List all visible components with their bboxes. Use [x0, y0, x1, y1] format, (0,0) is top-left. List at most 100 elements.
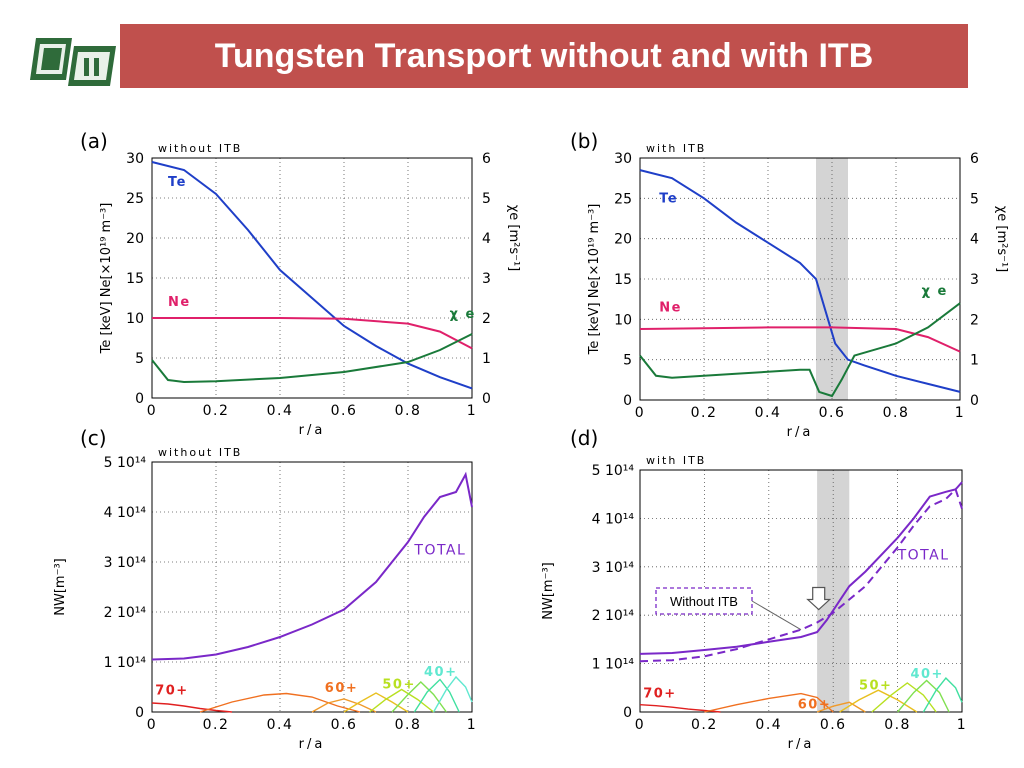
panel-d: (d) with ITB 0 0.2 0.4 0.6 0.8 1 r/a 0 1 10¹⁴ 2 10¹…: [541, 426, 966, 752]
series-50-line: [369, 688, 435, 713]
x-tick-label: 0.8: [395, 403, 422, 419]
x-tick-label: 0.6: [820, 717, 847, 733]
y-tick-label: 10: [614, 312, 632, 328]
y-axis-label-right: χe [m²s⁻¹]: [506, 205, 521, 272]
series-label: TOTAL: [413, 543, 466, 559]
series-50-line: [839, 689, 918, 713]
series-charge-state-line: [871, 682, 937, 713]
plot-frame: [639, 157, 961, 401]
y-tick-label: 4 10¹⁴: [592, 511, 635, 527]
series-60-line: [704, 692, 834, 713]
plot-frame: [639, 469, 963, 713]
y-tick-label-right: 0: [970, 393, 979, 409]
series--e-line: [151, 333, 473, 384]
panel-subtitle: with ITB: [646, 454, 706, 467]
y-tick-label-right: 1: [482, 351, 491, 367]
panel-label: (d): [570, 426, 598, 450]
series-ne-line: [639, 326, 961, 353]
y-tick-label: 5: [135, 351, 144, 367]
y-tick-label-right: 4: [482, 231, 491, 247]
series-te-line: [151, 161, 473, 390]
series-60-line: [199, 692, 361, 713]
x-axis-label: r/a: [299, 737, 326, 752]
series-label: Ne: [168, 295, 191, 310]
y-tick-label: 1 10¹⁴: [104, 655, 147, 671]
y-tick-label: 0: [623, 705, 632, 721]
series-charge-state-line: [311, 698, 377, 713]
y-tick-label-right: 2: [482, 311, 491, 327]
series-total-line: [151, 471, 473, 661]
slide-title: Tungsten Transport without and with ITB: [214, 36, 874, 75]
x-tick-label: 0.4: [267, 403, 294, 419]
panel-subtitle: without ITB: [158, 142, 242, 155]
y-tick-label: 1 10¹⁴: [592, 657, 635, 673]
y-axis-label: NW[m⁻³]: [541, 562, 556, 619]
series-charge-state-line: [816, 701, 866, 713]
annotation-text: Without ITB: [670, 594, 738, 609]
series-label: Te: [168, 175, 187, 190]
y-tick-label-right: 6: [482, 151, 491, 167]
series-70-line: [151, 702, 233, 713]
y-axis-label: Te [keV] Ne[×10¹⁹ m⁻³]: [587, 204, 602, 356]
x-tick-label: 0: [147, 717, 157, 733]
x-tick-label: 0.2: [691, 405, 718, 421]
y-tick-label: 20: [614, 232, 632, 248]
y-tick-label-right: 0: [482, 391, 491, 407]
x-tick-label: 0.4: [755, 717, 782, 733]
y-tick-label-right: 3: [482, 271, 491, 287]
y-tick-label: 0: [135, 705, 144, 721]
y-tick-label: 2 10¹⁴: [592, 608, 635, 624]
x-axis-label: r/a: [299, 423, 326, 438]
y-tick-label: 25: [126, 191, 144, 207]
x-tick-label: 0.8: [883, 405, 910, 421]
x-axis-label: r/a: [788, 737, 815, 752]
logo-graphic: [30, 38, 116, 86]
series-total-line: [639, 481, 963, 655]
y-tick-label: 15: [126, 271, 144, 287]
annotation-box: [655, 587, 753, 615]
x-axis-label: r/a: [787, 425, 814, 440]
series-40-line: [922, 677, 963, 713]
y-tick-label: 15: [614, 272, 632, 288]
y-tick-label: 20: [126, 231, 144, 247]
x-tick-label: 1: [467, 403, 477, 419]
y-tick-label: 3 10¹⁴: [104, 555, 147, 571]
series-label: 60+: [325, 681, 358, 696]
y-tick-label: 5 10¹⁴: [104, 455, 147, 471]
panel-label: (b): [570, 129, 598, 153]
series-ne-line: [152, 317, 473, 350]
x-tick-label: 1: [467, 717, 477, 733]
x-tick-label: 0.6: [331, 403, 358, 419]
y-tick-label-right: 1: [970, 353, 979, 369]
series-label: 50+: [859, 678, 892, 693]
series-40-line: [432, 675, 473, 713]
institution-logo: [28, 28, 118, 92]
series-without-itb-line: [639, 487, 963, 663]
x-tick-label: 0.4: [267, 717, 294, 733]
y-axis-label: NW[m⁻³]: [53, 558, 68, 615]
y-axis-label: Te [keV] Ne[×10¹⁹ m⁻³]: [99, 203, 114, 355]
down-arrow-icon: [806, 586, 832, 611]
plot-frame: [151, 157, 473, 399]
series-label: TOTAL: [897, 548, 950, 564]
y-tick-label: 0: [135, 391, 144, 407]
y-tick-label: 30: [126, 151, 144, 167]
series-label: 50+: [382, 678, 415, 693]
x-tick-label: 0: [147, 403, 157, 419]
x-tick-label: 0.2: [203, 403, 230, 419]
x-tick-label: 0.8: [884, 717, 911, 733]
y-tick-label: 10: [126, 311, 144, 327]
series-label: 60+: [798, 698, 831, 713]
series-label: χ e: [922, 284, 948, 299]
title-bar: Tungsten Transport without and with ITB: [120, 24, 968, 88]
series-charge-state-line: [413, 678, 460, 713]
series-label: Ne: [659, 300, 682, 315]
x-tick-label: 0.6: [331, 717, 358, 733]
y-tick-label: 30: [614, 151, 632, 167]
logo-bar-2: [94, 58, 99, 76]
y-tick-label: 3 10¹⁴: [592, 560, 635, 576]
logo-inner-right: [74, 52, 110, 80]
